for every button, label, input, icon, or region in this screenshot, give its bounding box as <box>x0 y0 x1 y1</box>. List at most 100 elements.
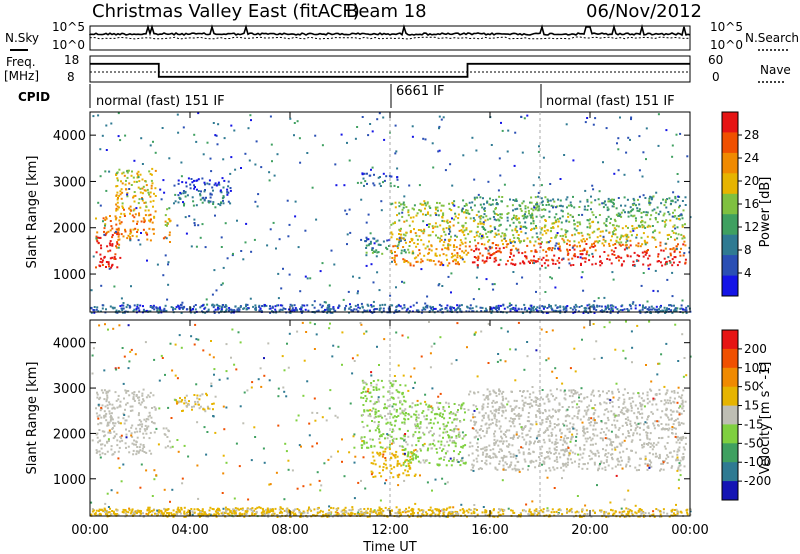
ground-point <box>600 305 603 308</box>
data-point <box>97 241 100 244</box>
data-point <box>429 418 432 421</box>
data-point <box>453 249 456 252</box>
data-point <box>558 247 561 250</box>
data-point <box>582 452 585 455</box>
data-point <box>566 437 568 440</box>
data-point <box>445 401 448 404</box>
data-point <box>653 236 656 239</box>
data-point <box>568 430 571 433</box>
data-point <box>471 261 474 264</box>
ground-point <box>542 307 545 310</box>
data-point <box>536 409 539 412</box>
data-point <box>611 405 614 408</box>
data-point <box>106 404 109 407</box>
data-point <box>377 410 380 412</box>
ground-point <box>651 308 654 311</box>
data-point <box>208 407 211 410</box>
data-point <box>538 465 540 467</box>
data-point <box>463 435 466 438</box>
data-point <box>114 258 117 260</box>
data-point <box>614 243 617 245</box>
data-point <box>100 257 103 260</box>
ground-point <box>438 303 441 306</box>
data-point <box>404 418 407 421</box>
data-point <box>605 220 608 223</box>
data-point <box>540 201 543 204</box>
data-point <box>397 243 400 246</box>
ground-point <box>554 309 557 312</box>
data-point <box>617 225 620 228</box>
data-point <box>598 395 601 398</box>
data-point <box>679 469 682 472</box>
data-point <box>120 233 123 236</box>
colorbar-swatch <box>722 173 738 195</box>
data-point <box>684 244 687 247</box>
data-point <box>598 240 601 242</box>
data-point <box>115 246 118 249</box>
data-point <box>109 240 112 243</box>
noise-point <box>137 239 140 242</box>
data-point <box>408 245 411 247</box>
data-point <box>573 240 576 243</box>
ground-point <box>425 304 428 307</box>
data-point <box>469 441 472 444</box>
data-point <box>506 213 509 215</box>
ground-point <box>412 304 415 307</box>
data-point <box>621 424 624 427</box>
data-point <box>149 391 152 394</box>
data-point <box>644 253 647 256</box>
ground-point <box>659 310 662 313</box>
data-point <box>646 397 649 400</box>
data-point <box>460 445 463 448</box>
data-point <box>456 459 459 461</box>
ground-point <box>357 310 360 313</box>
noise-point <box>140 137 143 140</box>
data-point <box>513 236 516 239</box>
data-point <box>127 390 130 392</box>
data-point <box>360 446 363 449</box>
noise-point <box>273 174 276 177</box>
data-point <box>138 180 141 183</box>
data-point <box>517 412 520 415</box>
data-point <box>542 215 545 218</box>
data-point <box>137 451 140 454</box>
noise-point <box>481 235 483 238</box>
data-point <box>494 392 497 395</box>
ground-point <box>236 308 239 311</box>
data-point <box>131 409 134 412</box>
noise-point <box>647 267 650 270</box>
data-point <box>365 400 368 403</box>
ground-point <box>524 306 527 309</box>
data-point <box>625 235 628 238</box>
data-point <box>149 200 152 203</box>
data-point <box>649 195 652 198</box>
data-point <box>498 440 501 443</box>
data-point <box>166 224 168 227</box>
data-point <box>568 453 571 456</box>
data-point <box>608 258 611 261</box>
data-point <box>443 409 446 412</box>
data-point <box>116 241 119 244</box>
data-point <box>576 245 579 248</box>
data-point <box>524 251 527 254</box>
data-point <box>373 173 375 176</box>
ground-point <box>119 305 122 307</box>
data-point <box>607 429 610 432</box>
data-point <box>592 413 595 416</box>
data-point <box>554 448 556 451</box>
noise-point <box>630 118 632 121</box>
data-point <box>365 441 368 444</box>
data-point <box>408 251 411 254</box>
data-point <box>626 410 629 413</box>
data-point <box>546 201 549 203</box>
data-point <box>412 458 415 461</box>
data-point <box>431 409 434 412</box>
data-point <box>434 225 437 228</box>
data-point <box>445 227 448 230</box>
data-point <box>118 405 121 408</box>
data-point <box>614 426 617 429</box>
ground-point <box>384 303 387 306</box>
data-point <box>407 211 410 214</box>
noise-point <box>156 263 159 266</box>
ground-point <box>300 308 303 311</box>
